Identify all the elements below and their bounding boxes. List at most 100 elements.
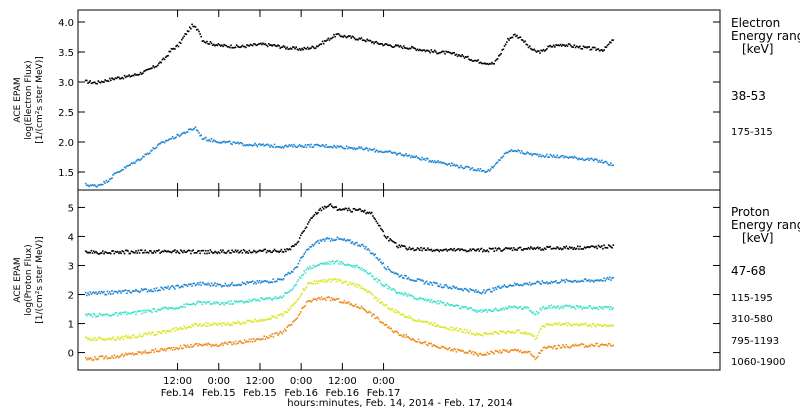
data-point xyxy=(312,215,315,217)
data-point xyxy=(435,50,437,53)
data-point xyxy=(261,338,263,341)
data-point xyxy=(202,249,205,252)
data-point xyxy=(277,334,279,336)
data-point xyxy=(574,248,577,250)
data-point xyxy=(404,274,406,277)
data-point xyxy=(498,159,500,161)
data-point xyxy=(104,339,106,341)
data-point xyxy=(119,355,121,358)
data-point xyxy=(511,36,514,39)
data-point xyxy=(143,70,145,73)
data-point xyxy=(404,47,406,49)
data-point xyxy=(208,283,211,286)
data-point xyxy=(468,58,470,61)
data-point xyxy=(338,238,341,240)
data-point xyxy=(199,323,201,325)
data-point xyxy=(377,279,380,281)
data-point xyxy=(385,150,388,153)
data-point xyxy=(138,333,141,336)
data-point xyxy=(470,352,473,354)
data-point xyxy=(433,49,436,52)
data-point xyxy=(118,171,120,173)
data-point xyxy=(239,300,241,302)
data-point xyxy=(385,237,388,240)
data-point xyxy=(512,349,515,352)
data-point xyxy=(599,344,602,346)
data-point xyxy=(510,36,513,39)
data-point xyxy=(321,206,324,209)
data-point xyxy=(390,327,392,330)
data-point xyxy=(567,43,570,45)
data-point xyxy=(360,210,363,212)
data-point xyxy=(143,351,145,354)
data-point xyxy=(187,249,190,252)
data-point xyxy=(446,51,449,53)
data-point xyxy=(406,278,408,280)
data-point xyxy=(280,313,283,315)
data-point xyxy=(261,280,263,283)
data-point xyxy=(255,282,257,285)
data-point xyxy=(564,155,566,158)
data-point xyxy=(336,209,339,211)
data-point xyxy=(159,289,161,292)
data-point xyxy=(448,162,451,165)
data-point xyxy=(428,248,430,251)
data-point xyxy=(249,340,252,343)
data-point xyxy=(143,251,145,254)
data-point xyxy=(595,325,597,328)
data-point xyxy=(297,278,300,281)
data-point xyxy=(609,276,611,279)
data-point xyxy=(169,251,172,253)
data-point xyxy=(136,336,138,339)
data-point xyxy=(519,284,522,286)
data-point xyxy=(199,135,201,137)
data-point xyxy=(371,293,373,295)
data-point xyxy=(242,249,245,251)
data-point xyxy=(234,142,237,145)
data-point xyxy=(409,294,412,297)
data-point xyxy=(270,44,272,46)
data-point xyxy=(238,340,240,343)
data-point xyxy=(423,49,426,51)
data-point xyxy=(184,284,186,286)
data-point xyxy=(95,338,97,341)
data-point xyxy=(226,250,229,253)
data-point xyxy=(459,328,461,330)
data-point xyxy=(356,306,358,308)
data-point xyxy=(243,322,246,325)
data-point xyxy=(238,46,240,48)
data-point xyxy=(388,307,390,310)
data-point xyxy=(181,305,183,308)
data-point xyxy=(431,250,434,253)
data-point xyxy=(502,249,505,251)
data-point xyxy=(610,41,612,44)
data-point xyxy=(262,298,264,301)
data-point xyxy=(371,211,373,214)
data-point xyxy=(376,316,379,318)
data-point xyxy=(112,313,114,316)
data-point xyxy=(95,316,97,318)
data-point xyxy=(459,54,461,57)
data-point xyxy=(189,283,191,286)
data-point xyxy=(113,172,116,175)
data-point xyxy=(559,347,562,349)
data-point xyxy=(358,244,360,247)
data-point xyxy=(572,46,574,48)
data-point xyxy=(389,309,391,311)
data-point xyxy=(152,308,154,310)
data-point xyxy=(547,346,549,348)
data-point xyxy=(475,59,477,62)
data-point xyxy=(334,206,336,208)
data-point xyxy=(84,356,87,359)
data-point xyxy=(441,249,444,252)
data-point xyxy=(132,74,135,77)
data-point xyxy=(297,262,300,265)
data-point xyxy=(223,140,225,143)
data-point xyxy=(352,282,355,285)
data-point xyxy=(536,355,539,358)
data-point xyxy=(465,165,468,168)
data-point xyxy=(231,143,233,146)
data-point xyxy=(364,247,366,250)
data-point xyxy=(290,48,293,50)
data-point xyxy=(167,250,169,252)
